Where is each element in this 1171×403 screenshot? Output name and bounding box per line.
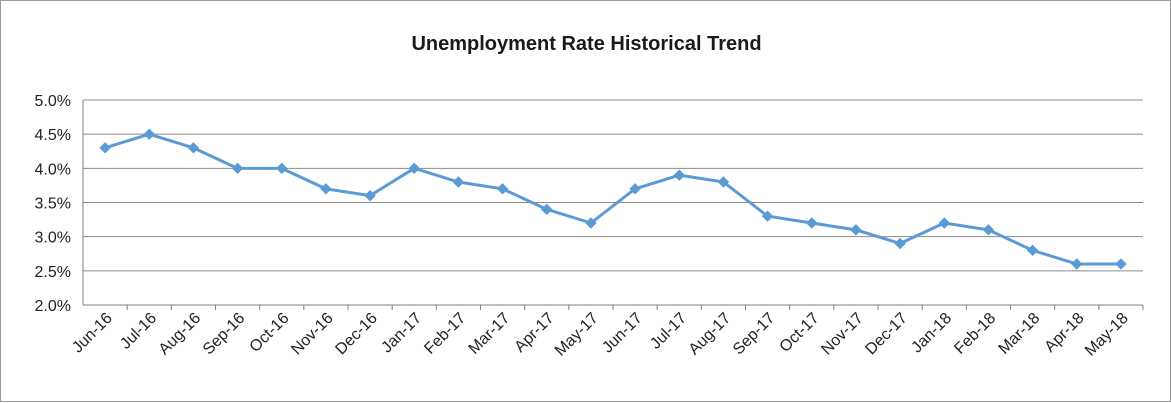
data-point: [143, 128, 155, 140]
data-point: [761, 210, 774, 222]
x-tick-label: May-17: [552, 310, 602, 360]
x-tick-label: Dec-17: [862, 310, 911, 359]
x-tick-label: Jan-18: [908, 310, 955, 357]
data-point: [320, 183, 332, 195]
data-point: [231, 162, 244, 175]
y-tick-label: 2.5%: [35, 264, 71, 281]
x-tick-label: Jul-16: [117, 310, 160, 353]
x-tick-label: Oct-17: [777, 310, 823, 356]
x-tick-label: Aug-16: [156, 310, 205, 359]
y-tick-label: 5.0%: [35, 93, 71, 110]
x-tick-label: Nov-17: [818, 310, 867, 359]
y-tick-label: 3.5%: [35, 196, 71, 213]
data-point: [452, 176, 465, 188]
y-tick-label: 2.0%: [35, 298, 71, 315]
x-tick-label: Jul-17: [647, 310, 690, 353]
x-tick-label: Jun-16: [69, 310, 116, 357]
data-point: [408, 162, 420, 175]
data-point: [894, 237, 906, 250]
x-tick-label: Feb-18: [951, 310, 999, 358]
x-tick-label: Jan-17: [378, 310, 425, 357]
data-point: [541, 203, 553, 216]
x-tick-label: May-18: [1082, 310, 1132, 360]
y-tick-label: 4.0%: [35, 161, 71, 178]
data-point: [276, 162, 288, 175]
x-tick-label: Jun-17: [599, 310, 646, 357]
x-tick-label: Sep-17: [730, 310, 779, 359]
x-tick-label: Dec-16: [332, 310, 381, 359]
data-point: [1115, 258, 1127, 270]
data-point: [806, 217, 818, 229]
series-line: [104, 132, 1121, 266]
data-point: [673, 169, 685, 181]
x-tick-label: Apr-18: [1042, 310, 1088, 356]
y-tick-label: 4.5%: [35, 127, 71, 144]
data-point: [717, 176, 730, 188]
data-point: [938, 217, 950, 229]
x-tick-label: Apr-17: [512, 310, 558, 356]
data-point: [496, 183, 509, 195]
y-tick-label: 3.0%: [35, 230, 71, 247]
data-point: [629, 183, 641, 195]
x-tick-label: Mar-17: [466, 310, 514, 358]
x-tick-label: Aug-17: [686, 310, 735, 359]
data-point: [1026, 244, 1039, 257]
data-point: [982, 224, 995, 236]
x-tick-label: Nov-16: [288, 310, 337, 359]
data-point: [187, 142, 200, 154]
chart-title: Unemployment Rate Historical Trend: [411, 33, 762, 55]
x-tick-label: Oct-16: [247, 310, 293, 356]
x-tick-label: Mar-18: [996, 310, 1044, 358]
x-tick-label: Sep-16: [200, 310, 249, 359]
data-point: [364, 189, 376, 202]
data-point: [1071, 258, 1083, 270]
x-tick-label: Feb-17: [421, 310, 469, 358]
data-point: [585, 217, 597, 229]
data-point: [850, 224, 862, 236]
data-point: [99, 142, 111, 154]
